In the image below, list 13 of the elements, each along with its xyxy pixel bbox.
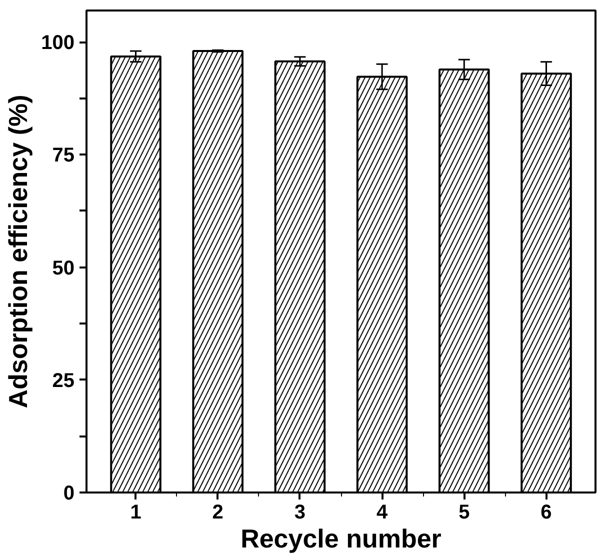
x-axis-title: Recycle number — [240, 524, 442, 554]
y-tick-label: 75 — [52, 144, 75, 167]
y-tick-label: 100 — [41, 32, 75, 54]
y-axis-title: Adsorption efficiency (%) — [3, 94, 34, 408]
x-tick-label: 3 — [294, 502, 306, 524]
x-tick-label: 1 — [130, 502, 142, 524]
x-tick-label: 2 — [212, 502, 224, 524]
x-tick-label: 6 — [540, 502, 552, 524]
y-tick-label: 25 — [52, 370, 75, 392]
x-tick-label: 5 — [458, 502, 470, 524]
x-tick-label: 4 — [376, 502, 388, 524]
y-tick-label: 0 — [63, 482, 74, 504]
y-tick-label: 50 — [52, 257, 75, 280]
